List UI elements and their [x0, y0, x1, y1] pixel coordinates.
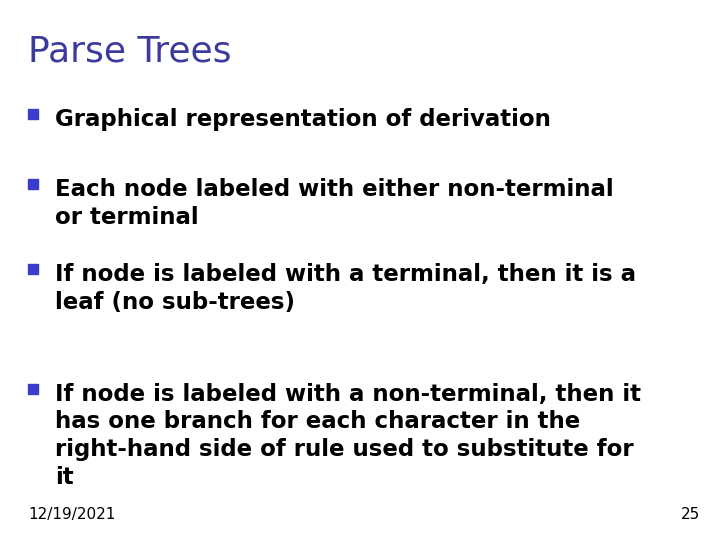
FancyBboxPatch shape: [28, 384, 38, 394]
FancyBboxPatch shape: [28, 179, 38, 189]
Text: Each node labeled with either non-terminal
or terminal: Each node labeled with either non-termin…: [55, 178, 613, 228]
Text: Graphical representation of derivation: Graphical representation of derivation: [55, 108, 551, 131]
Text: If node is labeled with a terminal, then it is a
leaf (no sub-trees): If node is labeled with a terminal, then…: [55, 263, 636, 314]
FancyBboxPatch shape: [28, 109, 38, 119]
Text: 25: 25: [680, 507, 700, 522]
Text: Parse Trees: Parse Trees: [28, 35, 232, 69]
Text: If node is labeled with a non-terminal, then it
has one branch for each characte: If node is labeled with a non-terminal, …: [55, 383, 641, 489]
Text: 12/19/2021: 12/19/2021: [28, 507, 115, 522]
FancyBboxPatch shape: [28, 264, 38, 274]
